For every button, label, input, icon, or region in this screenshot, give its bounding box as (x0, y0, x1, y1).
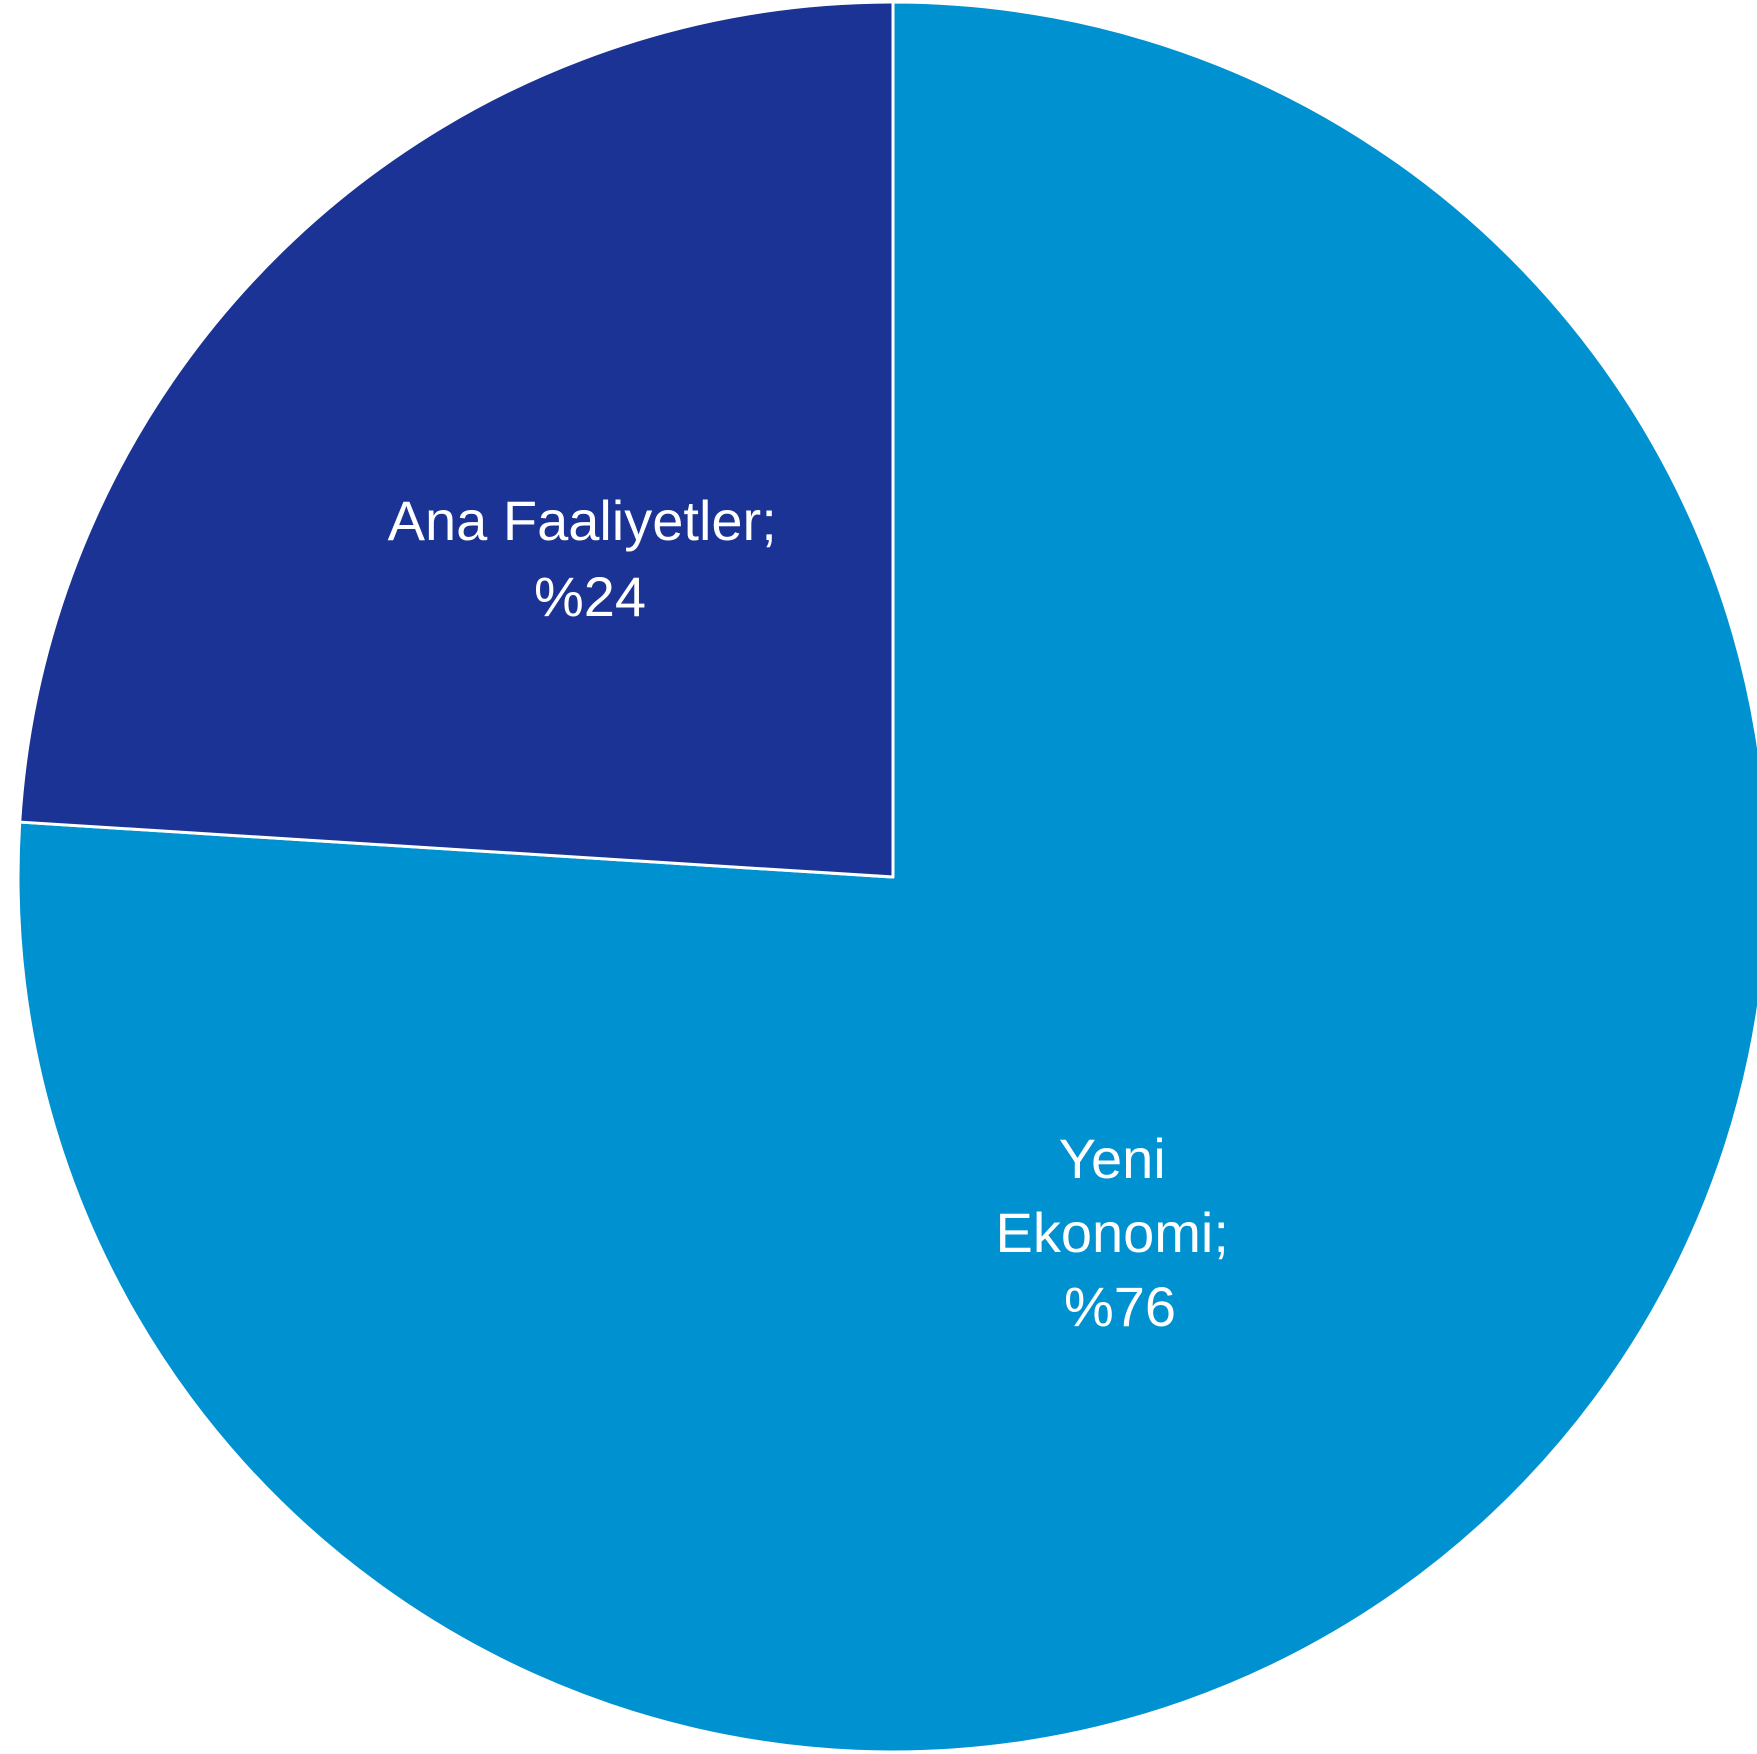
slice-label-ana-faaliyetler: Ana Faaliyetler; %24 (388, 489, 793, 628)
slice-label-ana-faaliyetler-line-1: Ana Faaliyetler; (388, 489, 777, 552)
slice-label-yeni-ekonomi-value: %76 (1064, 1275, 1176, 1338)
slice-label-yeni-ekonomi-line-1: Yeni (1059, 1127, 1166, 1190)
slice-label-yeni-ekonomi-line-2: Ekonomi; (996, 1201, 1229, 1264)
slice-label-yeni-ekonomi: Yeni Ekonomi; %76 (996, 1127, 1245, 1338)
pie-slice-ana-faaliyetler (18, 0, 895, 879)
pie-labels: Yeni Ekonomi; %76 Ana Faaliyetler; %24 (388, 489, 1245, 1338)
slice-label-ana-faaliyetler-value: %24 (534, 565, 646, 628)
pie-slices (16, 0, 1757, 1754)
